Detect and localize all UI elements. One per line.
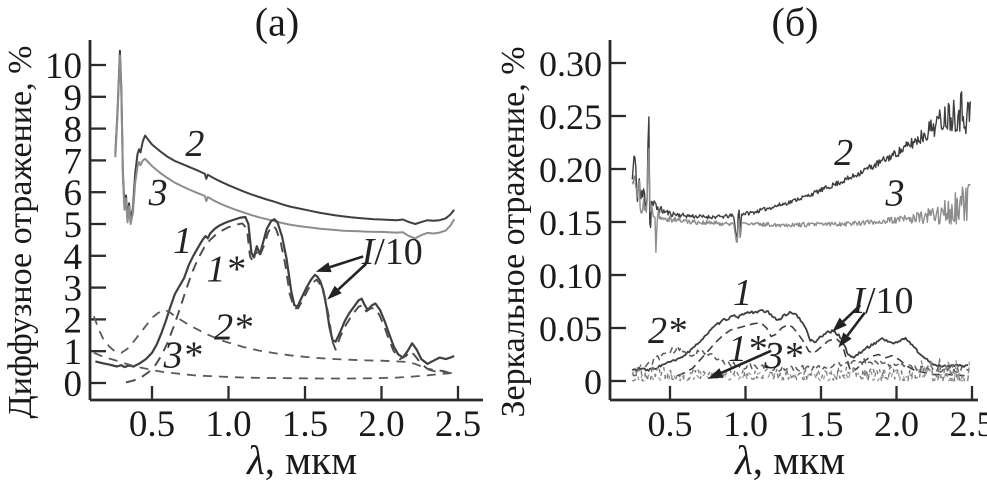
x-tick-label: 1.0 [723, 404, 768, 444]
curve-2 [631, 91, 971, 238]
x-tick-label: 1.5 [282, 404, 328, 445]
curve-1 [95, 215, 455, 369]
annotation-arrowhead [327, 285, 342, 300]
annotation-arrowhead [832, 317, 847, 332]
curve-label: 1* [206, 249, 244, 291]
y-tick-label: 0.25 [539, 97, 602, 137]
y-tick-label: 0.05 [539, 309, 602, 349]
curve-label: I/10 [851, 280, 913, 322]
y-tick-label: 9 [64, 78, 83, 119]
lambda-symbol: λ [246, 437, 265, 483]
annotation-arrow-line [337, 262, 368, 291]
curve-3* [632, 356, 971, 382]
curve-1* [125, 222, 455, 384]
x-tick-label: 2.5 [950, 404, 987, 444]
y-tick-label: 0.15 [539, 203, 602, 243]
x-tick-label: 1.5 [799, 404, 844, 444]
y-tick-label: 5 [64, 205, 83, 246]
panel-b-xlabel: λ, мкм [735, 436, 845, 484]
curve-3* [93, 351, 455, 380]
curve-label: 3* [163, 334, 202, 376]
y-tick-label: 4 [64, 237, 83, 278]
y-tick-label: 6 [64, 173, 83, 214]
y-tick-label: 2 [64, 300, 83, 341]
x-tick-label: 2.0 [358, 404, 404, 445]
panel-a-ticks [90, 63, 460, 400]
annotation-arrow-line [720, 349, 772, 374]
y-tick-label: 0 [64, 364, 83, 405]
xlabel-units: , мкм [264, 437, 358, 483]
annotation-arrow-line [846, 311, 866, 337]
curve-label: 2 [834, 132, 853, 174]
y-tick-label: 0.20 [539, 150, 602, 190]
xlabel-units: , мкм [752, 437, 846, 483]
panel-b-ticks [610, 61, 974, 400]
curve-label: 3* [763, 335, 802, 377]
panel-a-xlabel: λ, мкм [247, 436, 357, 484]
curve-label: 1* [728, 328, 766, 370]
y-tick-label: 0 [584, 362, 602, 402]
y-tick-label: 7 [64, 141, 83, 182]
x-tick-label: 2.5 [435, 404, 481, 445]
y-tick-label: 1 [64, 332, 83, 373]
curve-label: 1 [173, 220, 192, 262]
panel-b-ylabel: Зеркальное отражение, % [495, 46, 532, 418]
panel-a-title: (а) [254, 0, 300, 45]
y-tick-label: 8 [64, 110, 83, 151]
x-tick-label: 0.5 [648, 404, 693, 444]
curve-3 [114, 54, 456, 240]
y-tick-label: 0.10 [539, 256, 602, 296]
curve-label: 1 [733, 272, 752, 314]
panel-b-tick-labels: 0.5 1.0 1.5 2.0 2.5 0 0.05 0.10 0.15 0.20 0.25 0.30 [539, 44, 987, 444]
panel-a-ylabel: Диффузное отражение, % [2, 45, 39, 419]
curve-3 [631, 147, 971, 254]
panel-b-title: (б) [771, 0, 819, 45]
y-tick-label: 3 [64, 269, 83, 310]
x-tick-label: 1.0 [205, 404, 251, 445]
curve-label: 2* [648, 310, 686, 352]
curve-label: 2 [185, 123, 204, 165]
annotation-arrow-line [329, 255, 364, 269]
curve-I-10 [677, 321, 965, 377]
annotation-arrowhead [707, 368, 724, 379]
curve-2* [93, 308, 455, 375]
panel-b: 0.5 1.0 1.5 2.0 2.5 0 0.05 0.10 0.15 0.20 0.25 0.30… [539, 40, 987, 444]
curve-1 [631, 309, 969, 372]
y-tick-label: 0.30 [539, 44, 602, 84]
annotation-arrow-line [842, 304, 862, 323]
x-tick-label: 0.5 [129, 404, 175, 445]
panel-a-axes [88, 40, 483, 402]
lambda-symbol: λ [734, 437, 753, 483]
curve-label: 2* [214, 306, 252, 348]
panel-b-axes [608, 40, 978, 402]
curve-label: 3 [884, 172, 904, 214]
x-tick-label: 2.0 [874, 404, 919, 444]
annotation-arrowhead [315, 262, 332, 273]
y-tick-label: 10 [45, 46, 82, 87]
curve-label: I/10 [361, 231, 423, 273]
annotation-arrowhead [838, 332, 852, 348]
curve-label: 3 [148, 172, 168, 214]
